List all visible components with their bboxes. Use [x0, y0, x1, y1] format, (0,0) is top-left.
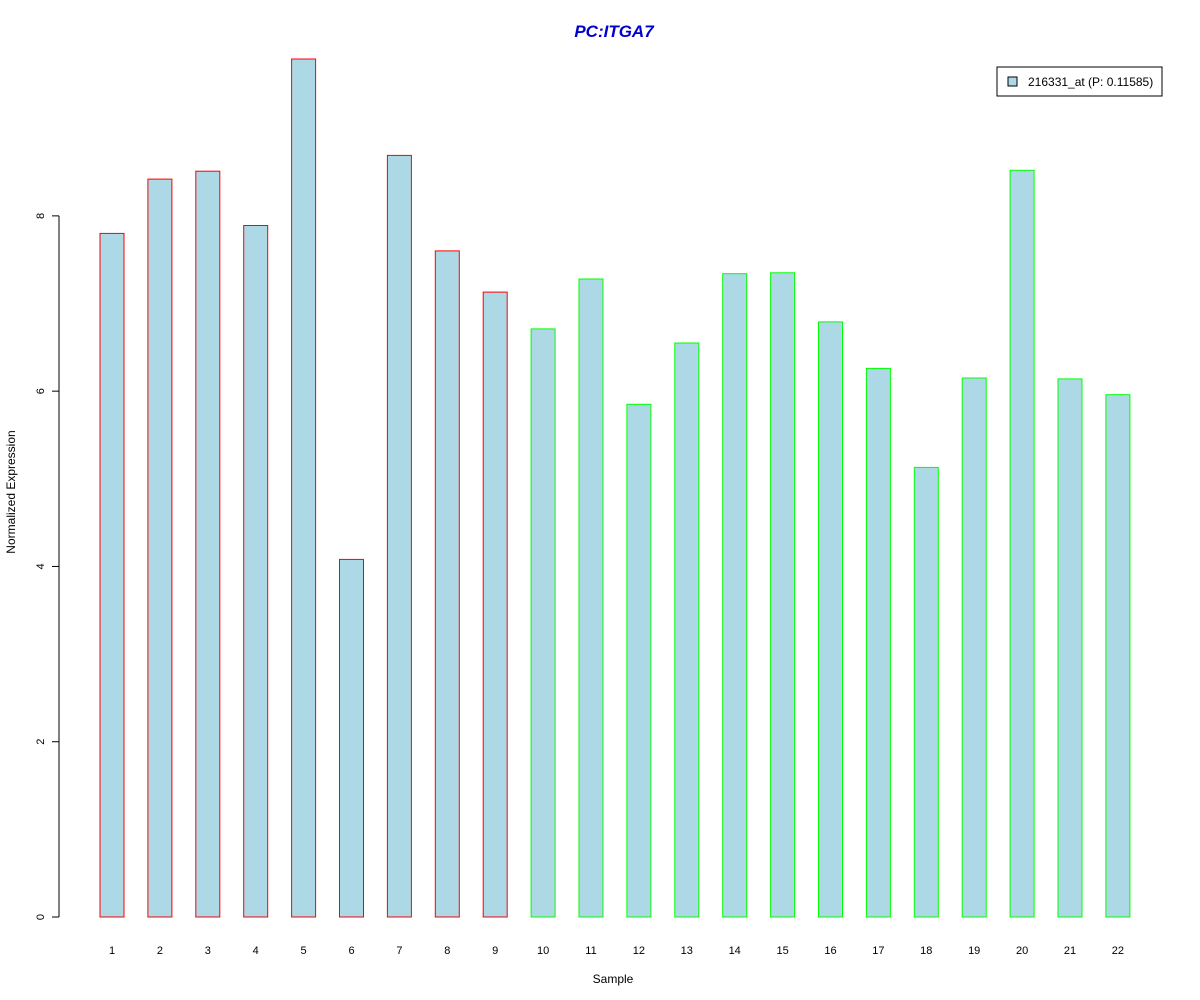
bar-sample-16: [818, 321, 843, 918]
x-tick-label: 16: [824, 945, 836, 957]
legend-label: 216331_at (P: 0.11585): [1028, 75, 1153, 89]
bar-sample-21: [1057, 378, 1083, 918]
bar-sample-6: [339, 558, 364, 918]
x-tick-label: 21: [1064, 945, 1076, 957]
bar-sample-9: [482, 291, 508, 918]
x-tick-label: 15: [776, 945, 788, 957]
bar-sample-10: [530, 328, 556, 918]
x-tick-labels: 1 2 3 4 5 6 7 8 9 10 11 12 13 14 15 16 17 18 19 20 21 22: [109, 945, 1124, 957]
bar-sample-13: [674, 342, 700, 918]
x-tick-label: 13: [681, 945, 693, 957]
y-tick-label: 2: [35, 739, 47, 745]
y-tick-label: 6: [35, 388, 47, 394]
legend-box: [996, 66, 1163, 97]
x-tick-label: 2: [157, 945, 163, 957]
bar-sample-15: [770, 272, 796, 918]
bar-sample-11: [578, 278, 604, 918]
bar-sample-7: [386, 154, 412, 918]
x-tick-label: 11: [585, 945, 596, 957]
x-tick-label: 4: [253, 945, 259, 957]
bar-sample-18: [913, 466, 939, 918]
x-tick-label: 10: [537, 945, 549, 957]
bar-sample-5: [291, 58, 317, 918]
bar-sample-20: [1009, 169, 1035, 918]
x-tick-label: 19: [968, 945, 980, 957]
bars-group: [99, 58, 1131, 918]
bar-sample-12: [626, 403, 652, 918]
x-axis-label: Sample: [593, 972, 634, 986]
x-tick-label: 5: [301, 945, 307, 957]
x-tick-label: 9: [492, 945, 498, 957]
legend: 216331_at (P: 0.11585): [996, 66, 1163, 97]
bar-sample-2: [147, 178, 173, 918]
x-tick-label: 14: [729, 945, 741, 957]
legend-swatch: [1007, 76, 1018, 87]
x-tick-label: 22: [1112, 945, 1124, 957]
bar-sample-1: [99, 232, 125, 918]
chart-title: PC:ITGA7: [574, 22, 655, 41]
bar-sample-14: [722, 273, 748, 918]
bar-sample-4: [243, 225, 269, 918]
x-tick-label: 1: [109, 945, 115, 957]
bar-sample-22: [1105, 394, 1131, 918]
x-tick-label: 8: [444, 945, 450, 957]
x-tick-label: 6: [348, 945, 354, 957]
x-tick-label: 7: [396, 945, 402, 957]
x-tick-label: 3: [205, 945, 211, 957]
y-axis: 0 2 4 6 8: [35, 213, 60, 920]
bar-sample-17: [865, 367, 891, 918]
x-tick-label: 18: [920, 945, 932, 957]
y-tick-label: 8: [35, 213, 47, 219]
x-tick-label: 12: [633, 945, 645, 957]
bar-sample-19: [961, 377, 987, 918]
y-tick-label: 0: [35, 914, 47, 920]
bar-sample-3: [195, 170, 221, 918]
y-axis-label: Normalized Expression: [4, 430, 18, 553]
bar-sample-8: [434, 250, 460, 918]
y-tick-label: 4: [35, 563, 47, 569]
x-tick-label: 17: [872, 945, 884, 957]
x-tick-label: 20: [1016, 945, 1028, 957]
